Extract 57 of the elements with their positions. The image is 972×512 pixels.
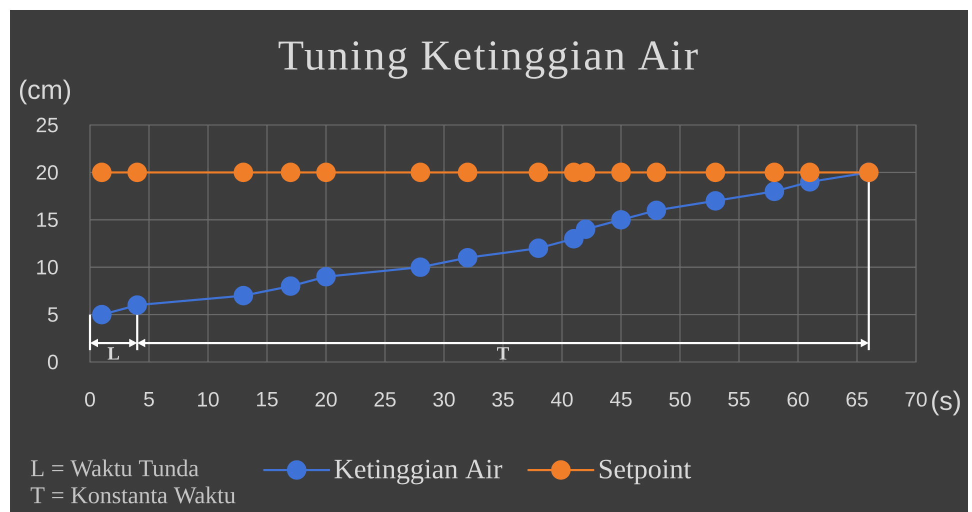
- text: L = Waktu Tunda: [30, 459, 199, 476]
- x-tick-label: 45: [610, 392, 632, 406]
- point: [564, 229, 584, 248]
- y-tick-label: 20: [36, 165, 58, 180]
- point: [280, 276, 300, 296]
- point: [611, 210, 631, 230]
- point: [410, 257, 430, 277]
- point: [764, 182, 784, 202]
- point: [410, 162, 430, 182]
- x-tick-label: 60: [788, 392, 809, 407]
- point: [576, 220, 596, 240]
- point: [280, 162, 300, 182]
- point: [458, 162, 478, 182]
- x-tick-label: 70: [906, 392, 927, 407]
- point: [234, 286, 254, 306]
- y-tick-label: 5: [48, 307, 58, 322]
- y-tick-label: 25: [36, 118, 58, 132]
- x-tick-label: 25: [374, 392, 396, 407]
- x-axis-title: (s): [932, 390, 960, 416]
- x-tick-label: 10: [198, 392, 219, 407]
- point: [127, 162, 147, 182]
- point: [706, 191, 726, 211]
- point: [646, 200, 666, 220]
- point: [316, 162, 336, 182]
- point: [92, 162, 112, 182]
- legend-label: Ketinggian Air: [334, 460, 502, 484]
- point: [611, 162, 631, 182]
- x-tick-label: 65: [846, 392, 868, 407]
- text: T = Konstanta Waktu: [30, 486, 236, 504]
- annotation: T: [497, 347, 509, 360]
- x-tick-label: 50: [669, 392, 691, 407]
- annotation: L: [108, 347, 120, 360]
- x-tick-label: 40: [550, 392, 573, 407]
- point: [706, 162, 726, 182]
- point: [800, 162, 820, 182]
- x-tick-label: 55: [728, 392, 750, 406]
- x-tick-label: 20: [316, 392, 337, 407]
- x-tick-label: 15: [257, 392, 278, 406]
- x-tick-label: 35: [492, 392, 514, 407]
- x-tick-label: 30: [433, 392, 455, 407]
- point: [127, 295, 147, 315]
- y-tick-label: 10: [37, 260, 58, 275]
- point: [316, 266, 336, 286]
- x-tick-label: 0: [85, 392, 95, 407]
- point: [528, 162, 548, 182]
- chart-title: Tuning Ketinggian Air: [278, 41, 698, 79]
- y-tick-label: 15: [37, 212, 58, 228]
- point: [528, 238, 548, 258]
- point: [646, 162, 666, 182]
- y-axis-title: (cm): [20, 80, 70, 104]
- point: [764, 162, 784, 182]
- point: [92, 304, 112, 324]
- point: [234, 162, 254, 182]
- point: [458, 248, 478, 268]
- y-tick-label: 0: [48, 354, 58, 370]
- x-tick-label: 5: [144, 392, 154, 406]
- legend-label: Setpoint: [600, 460, 692, 484]
